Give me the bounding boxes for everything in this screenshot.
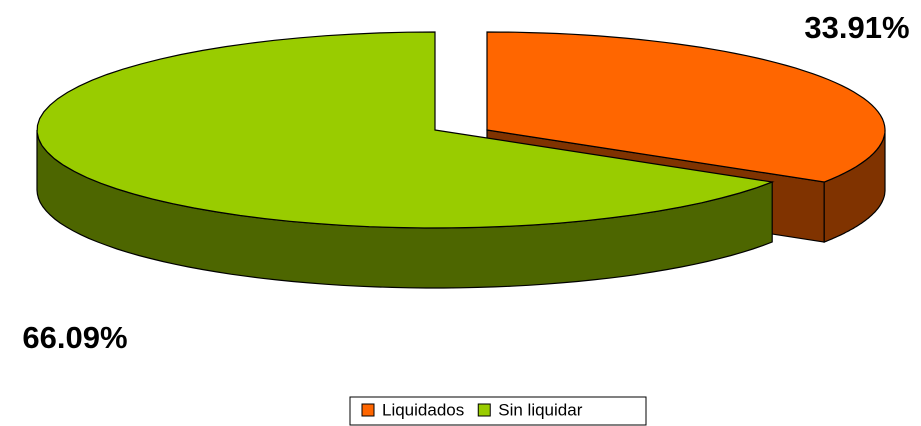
legend-swatch [361,403,375,417]
legend-label: Sin liquidar [498,400,582,419]
slice [36,31,775,229]
data-label: 33.91% [804,10,909,45]
legend-label: Liquidados [382,400,464,419]
legend-box [349,396,647,426]
legend-swatch [477,403,491,417]
slice [486,31,886,183]
data-label: 66.09% [22,320,127,355]
